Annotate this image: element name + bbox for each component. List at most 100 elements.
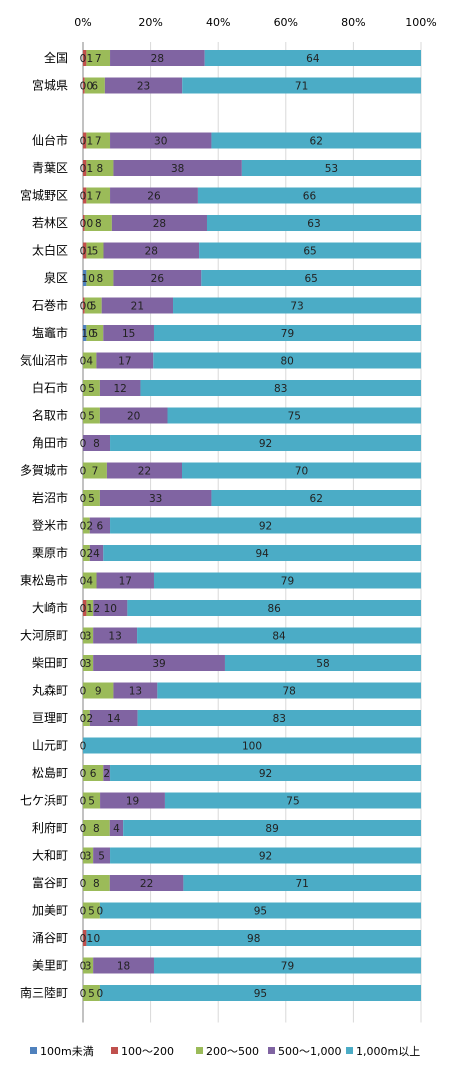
data-label: 4 <box>86 356 93 368</box>
legend-item: 500～1,000 <box>268 1045 342 1058</box>
data-label: 5 <box>88 383 95 395</box>
data-label: 0 <box>80 136 87 148</box>
data-label: 5 <box>92 246 99 258</box>
data-label: 0 <box>80 163 87 175</box>
bar-segment <box>83 187 87 204</box>
data-label: 0 <box>80 796 87 808</box>
bar-segment <box>83 985 100 1001</box>
bar-segment <box>83 352 97 369</box>
data-label: 0 <box>80 53 87 65</box>
data-label: 0 <box>88 273 95 285</box>
legend-label: 500～1,000 <box>278 1045 342 1058</box>
row-label: 青葉区 <box>32 161 68 175</box>
chart-row: 宮城県 0 06 23 71 <box>32 77 421 94</box>
bar-segment <box>93 847 111 864</box>
row-label: 仙台市 <box>32 133 68 148</box>
bar-segment <box>84 215 112 231</box>
data-label: 0 <box>80 603 87 615</box>
bar-segment <box>93 655 225 671</box>
x-tick-label: 80% <box>341 16 365 29</box>
row-label: 太白区 <box>32 243 68 258</box>
bar-segment <box>103 765 111 781</box>
row-label: 名取市 <box>32 408 68 423</box>
chart-row: 山元町 0 100 <box>32 737 421 754</box>
bar-segment <box>93 957 154 974</box>
chart-row: 石巻市 0 05 21 73 <box>32 297 421 314</box>
bar-segment <box>103 545 421 561</box>
chart-row: 登米市 0 2 6 92 <box>32 517 421 534</box>
data-label: 5 <box>88 493 95 505</box>
bar-segment <box>84 297 102 314</box>
bar-segment <box>83 242 87 259</box>
data-label: 73 <box>290 301 303 313</box>
legend-item: 100m未満 <box>30 1045 94 1058</box>
data-label: 1 <box>81 328 88 340</box>
chart-row: 美里町 03 18 79 <box>32 957 422 974</box>
data-label: 75 <box>288 411 301 423</box>
data-label: 5 <box>88 411 95 423</box>
data-label: 75 <box>286 796 299 808</box>
bar-segment <box>100 792 165 809</box>
row-label: 山元町 <box>32 739 68 753</box>
data-label: 95 <box>254 906 267 918</box>
data-label: 83 <box>273 713 286 725</box>
legend-swatch <box>111 1047 118 1054</box>
bar-segment <box>110 435 421 451</box>
row-label: 栗原市 <box>32 545 68 560</box>
bar-segment <box>86 160 114 176</box>
bar-segment <box>153 352 421 369</box>
data-label: 5 <box>88 796 95 808</box>
data-label: 53 <box>325 163 338 175</box>
data-label: 0 <box>87 218 94 230</box>
bar-segment <box>84 77 105 94</box>
bar-segment <box>204 50 421 66</box>
data-label: 0 <box>97 906 104 918</box>
chart-row: 東松島市 0 4 17 79 <box>20 572 422 589</box>
data-label: 0 <box>80 218 87 230</box>
data-label: 0 <box>80 713 87 725</box>
bar-segment <box>83 902 100 919</box>
data-label: 2 <box>87 548 94 560</box>
bar-segment <box>113 160 242 176</box>
data-label: 1 <box>87 246 94 258</box>
data-label: 89 <box>265 823 278 835</box>
bar-segment <box>211 490 421 506</box>
x-tick-label: 100% <box>405 16 436 29</box>
bar-segment <box>86 930 422 946</box>
data-label: 0 <box>80 493 87 505</box>
data-label: 17 <box>118 356 131 368</box>
data-label: 0 <box>80 878 87 890</box>
bar-segment <box>83 875 110 891</box>
data-label: 0 <box>88 328 95 340</box>
data-label: 8 <box>93 878 100 890</box>
data-label: 71 <box>296 878 309 890</box>
bar-segment <box>182 77 421 94</box>
data-label: 0 <box>87 81 94 93</box>
bar-segment <box>83 215 85 231</box>
legend-label: 100～200 <box>121 1045 174 1058</box>
row-label: 石巻市 <box>32 298 68 313</box>
row-label: 白石市 <box>32 380 68 395</box>
bar-segment <box>96 352 154 369</box>
data-label: 1 <box>87 603 94 615</box>
chart-row: 気仙沼市 0 4 17 80 <box>20 352 421 369</box>
x-tick-label: 0% <box>74 16 91 29</box>
data-label: 1 <box>87 53 94 65</box>
bar-segment <box>197 187 421 204</box>
row-label: 松島町 <box>32 765 68 780</box>
data-label: 62 <box>310 136 323 148</box>
data-label: 17 <box>119 576 132 588</box>
chart-row: 塩竈市 1 05 15 79 <box>32 325 422 341</box>
chart-row: 大崎市 0 1 2 10 86 <box>32 600 421 616</box>
bar-segment <box>83 462 107 479</box>
data-label: 2 <box>93 603 100 615</box>
bar-segment <box>201 270 421 286</box>
chart-row: 太白区 0 15 28 65 <box>32 242 421 259</box>
data-label: 71 <box>295 81 308 93</box>
data-label: 19 <box>126 796 139 808</box>
legend-swatch <box>268 1047 275 1054</box>
bar-segment <box>83 957 94 974</box>
legend-swatch <box>196 1047 203 1054</box>
data-label: 8 <box>93 823 100 835</box>
data-label: 22 <box>140 878 153 890</box>
